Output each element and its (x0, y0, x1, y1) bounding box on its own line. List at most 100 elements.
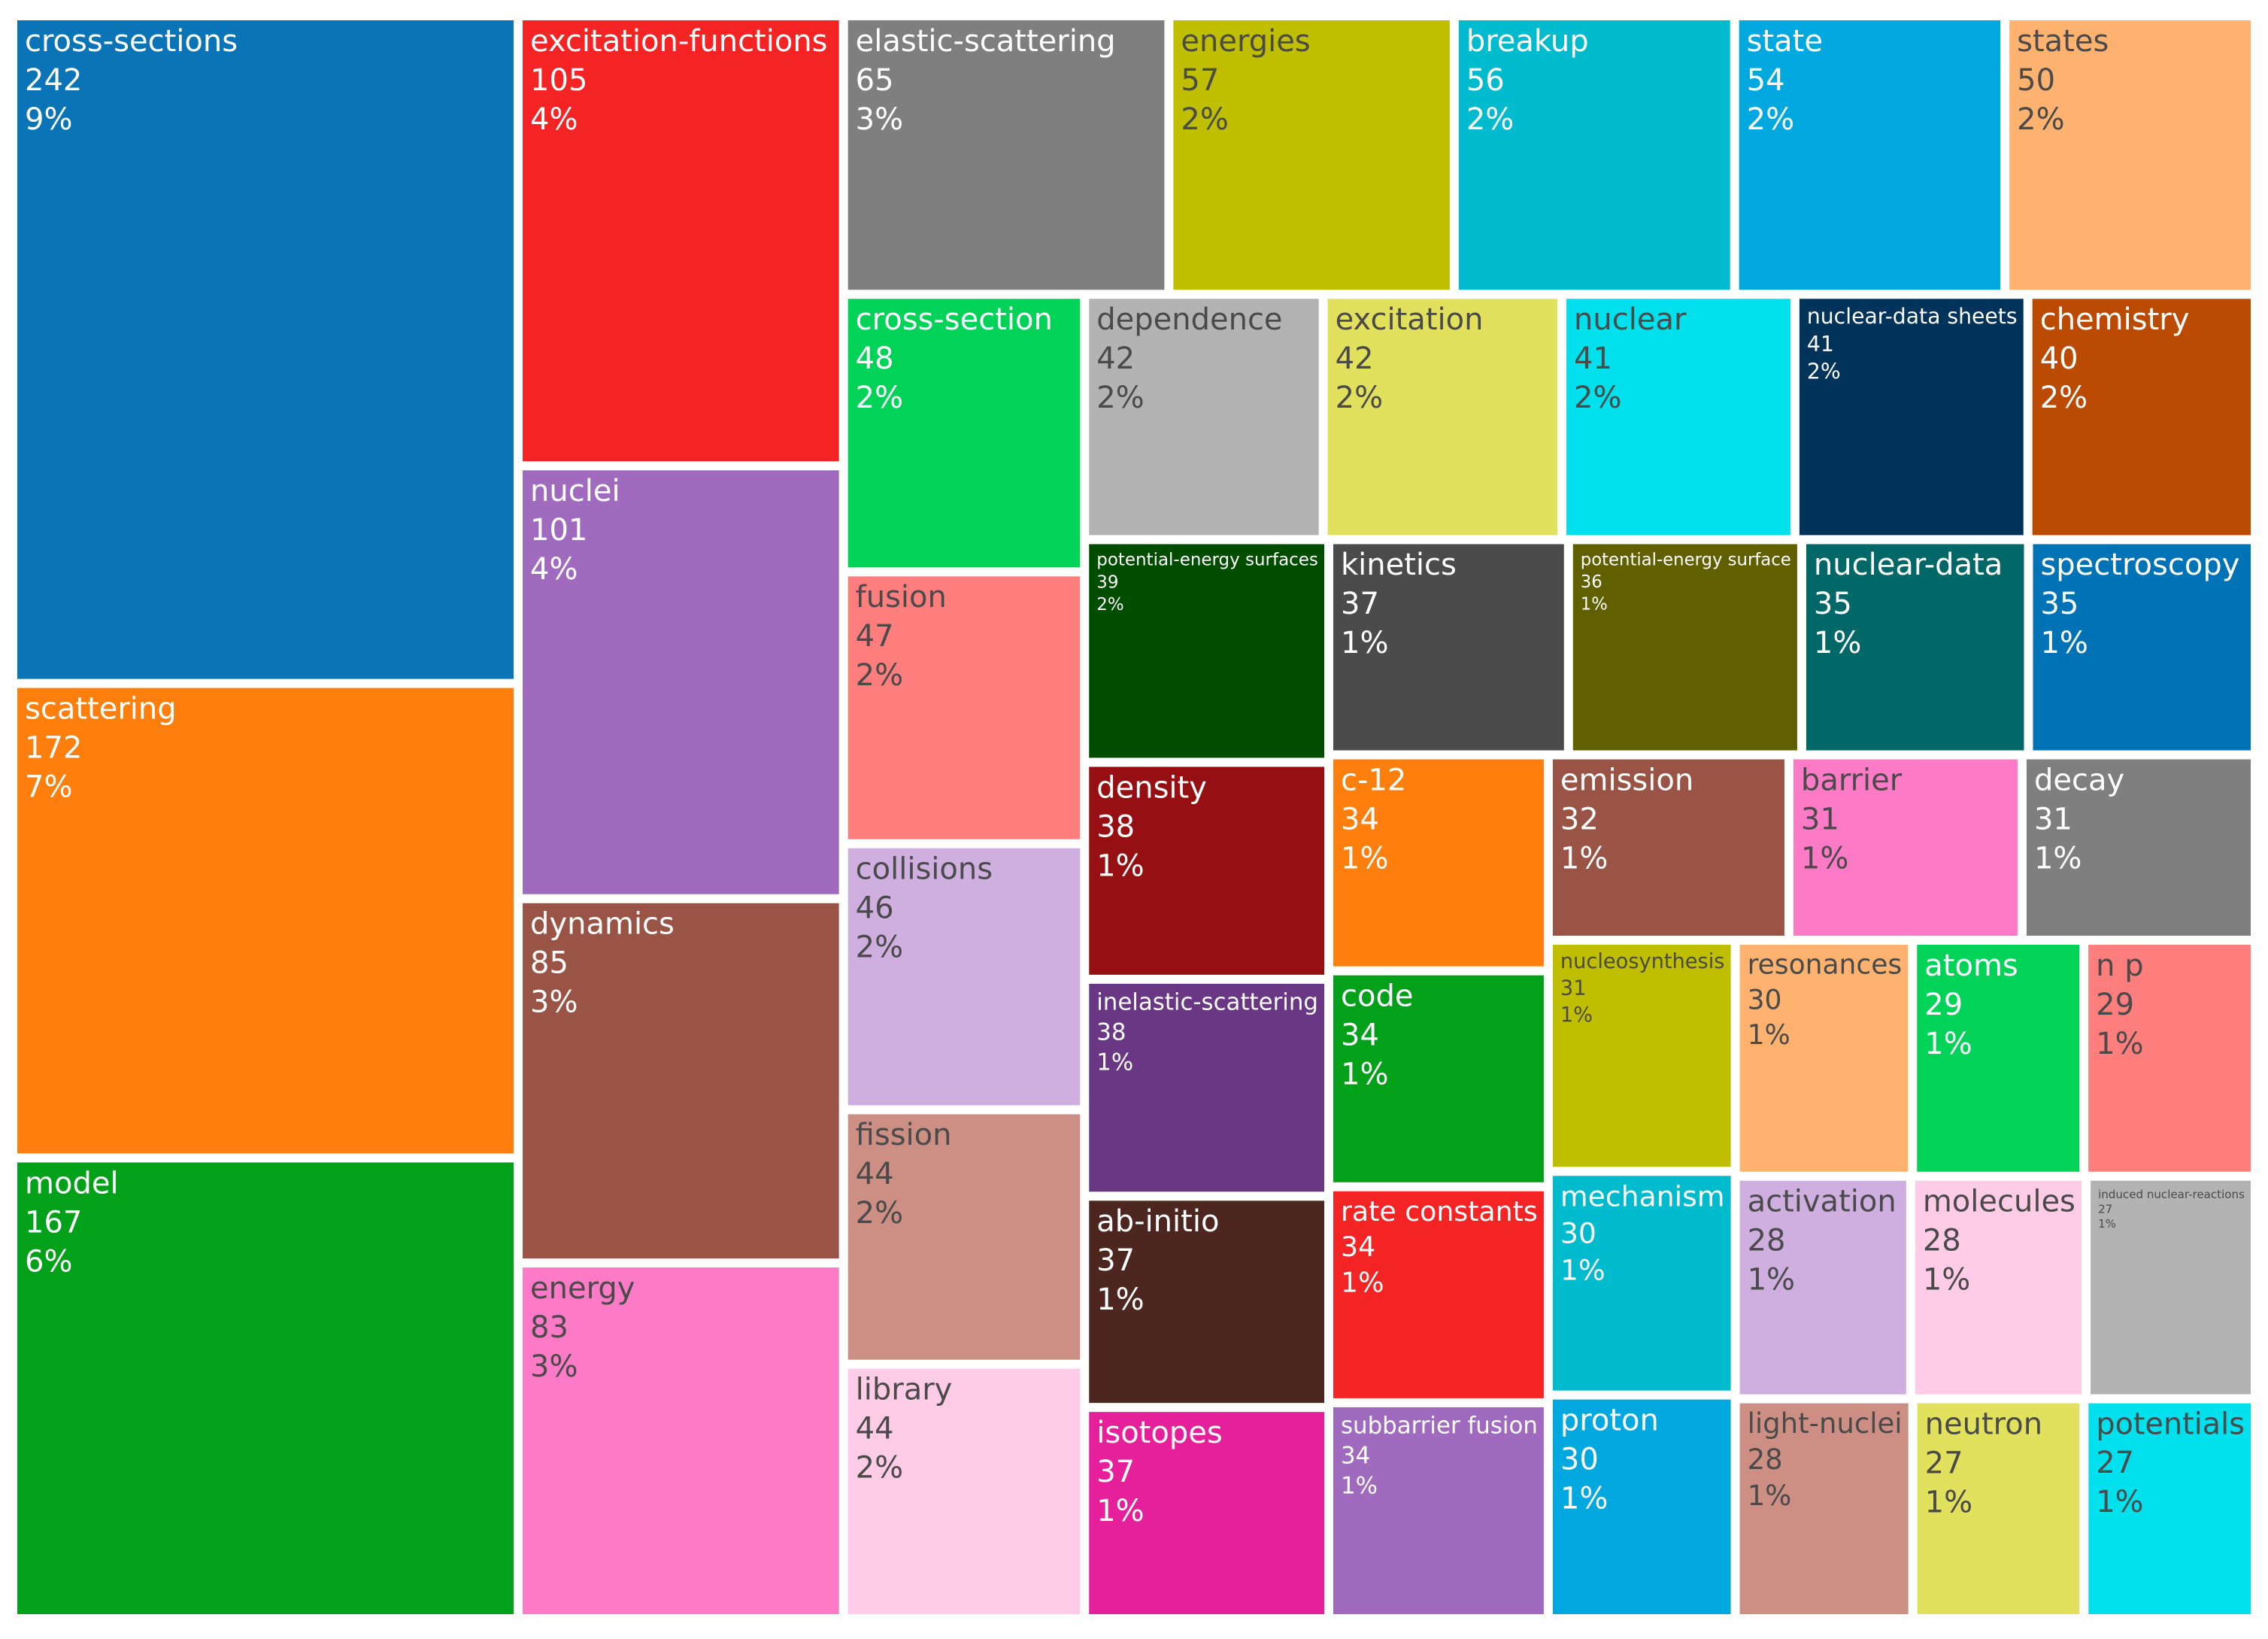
tile-percent: 1% (2098, 1217, 2116, 1231)
tile: excitation 42 2% (1327, 299, 1558, 536)
tile-value: 101 (530, 513, 587, 548)
tile-value: 37 (1096, 1243, 1135, 1278)
tile: potential-energy surfaces 39 2% (1089, 544, 1325, 758)
tile-label: inelastic-scattering (1096, 988, 1318, 1015)
tile-label: density (1096, 770, 1207, 805)
tile-rect (523, 903, 839, 1259)
tile-percent: 1% (1341, 626, 1388, 660)
tile-value: 38 (1096, 809, 1135, 844)
tile-label: isotopes (1096, 1416, 1222, 1450)
tile: cross-section 48 2% (847, 299, 1081, 568)
tile-value: 37 (1096, 1455, 1135, 1489)
tile-label: fusion (856, 580, 947, 615)
tile-rect (1089, 1412, 1325, 1614)
tile: breakup 56 2% (1458, 20, 1730, 290)
tile-value: 41 (1574, 341, 1612, 376)
tile: code 34 1% (1333, 975, 1544, 1182)
tile: energy 83 3% (523, 1267, 839, 1614)
tile: model 167 6% (17, 1162, 514, 1614)
tile-rect (1806, 544, 2024, 751)
tile: chemistry 40 2% (2032, 299, 2251, 536)
tile-value: 39 (1096, 572, 1118, 592)
tile-value: 65 (856, 63, 894, 98)
tile-percent: 2% (1574, 381, 1621, 415)
tile-rect (1333, 1191, 1544, 1398)
tile: ab-initio 37 1% (1089, 1200, 1325, 1404)
tile-percent: 2% (856, 1450, 903, 1485)
tile-value: 83 (530, 1310, 569, 1345)
tile-rect (1739, 20, 2001, 290)
tile-percent: 1% (1560, 1481, 1608, 1516)
tile-value: 30 (1560, 1216, 1596, 1249)
tile-label: barrier (1801, 763, 1903, 797)
tile-percent: 1% (1801, 841, 1848, 876)
tile-rect (847, 576, 1081, 839)
tile-percent: 4% (530, 102, 578, 137)
tile-rect (1552, 1399, 1731, 1614)
tile-rect (847, 848, 1081, 1106)
tile-rect (17, 687, 514, 1154)
tile: states 50 2% (2009, 20, 2251, 290)
tile: induced nuclear-reactions 271% (2091, 1180, 2251, 1395)
tile-rect (1799, 299, 2024, 536)
tile-value: 38 (1096, 1018, 1126, 1046)
tile-value: 46 (856, 891, 894, 925)
tile-value: 29 (2096, 988, 2134, 1022)
tile: density 38 1% (1089, 766, 1325, 975)
tile-percent: 3% (856, 102, 903, 137)
tile-rect (1089, 983, 1325, 1192)
tile-rect (2088, 945, 2251, 1172)
tile-rect (1915, 1180, 2082, 1395)
tile-percent: 2% (856, 381, 903, 415)
tile-percent: 1% (1341, 1266, 1384, 1298)
tile-rect (1089, 1200, 1325, 1404)
tile-label: nuclei (530, 474, 620, 508)
tile-label: dynamics (530, 907, 675, 942)
tile: potential-energy surface 36 1% (1572, 544, 1797, 751)
tile-percent: 1% (2096, 1485, 2143, 1519)
tile-percent: 1% (1096, 1282, 1144, 1317)
tile-value: 50 (2017, 63, 2055, 98)
tile-value: 44 (856, 1157, 894, 1191)
tile-rect (1458, 20, 1730, 290)
tile-rect (523, 1267, 839, 1614)
tile-label: subbarrier fusion (1341, 1412, 1538, 1439)
tile-label: energies (1181, 24, 1310, 59)
tile: fission 44 2% (847, 1114, 1081, 1360)
tile-percent: 9% (25, 102, 72, 137)
tile-value: 29 (1924, 988, 1963, 1022)
tile-value: 34 (1341, 1018, 1379, 1052)
tile-percent: 2% (1096, 595, 1123, 615)
tile: potentials 27 1% (2088, 1403, 2251, 1614)
tile: library 44 2% (847, 1368, 1081, 1614)
tile-value: 27 (2098, 1203, 2112, 1216)
tile-percent: 2% (856, 930, 903, 964)
tile: c-12 34 1% (1333, 759, 1544, 967)
tile-label: spectroscopy (2040, 548, 2239, 582)
tile-percent: 1% (1341, 1057, 1388, 1091)
tile-percent: 1% (1748, 1480, 1792, 1512)
tile-rect (1089, 766, 1325, 975)
tile-percent: 1% (1748, 1263, 1795, 1298)
tile-value: 42 (1336, 341, 1374, 376)
tile: scattering 172 7% (17, 687, 514, 1154)
tile-value: 41 (1807, 332, 1834, 357)
tile-label: rate constants (1341, 1195, 1538, 1228)
tile-percent: 1% (1581, 595, 1608, 615)
tile-rect (1739, 945, 1909, 1172)
tile-percent: 1% (1096, 1494, 1144, 1528)
tile-value: 48 (856, 341, 894, 376)
tile-rect (847, 299, 1081, 568)
tile-rect (2032, 299, 2251, 536)
tile-percent: 2% (1181, 102, 1228, 137)
tile-percent: 1% (2096, 1027, 2143, 1061)
tile-label: potential-energy surfaces (1096, 550, 1318, 569)
tile-value: 85 (530, 946, 569, 981)
tile-rect (847, 1368, 1081, 1614)
tile-percent: 1% (1924, 1027, 1972, 1061)
tile: nuclear-data sheets 41 2% (1799, 299, 2024, 536)
tile-value: 54 (1747, 63, 1785, 98)
tile-percent: 3% (530, 1349, 578, 1384)
